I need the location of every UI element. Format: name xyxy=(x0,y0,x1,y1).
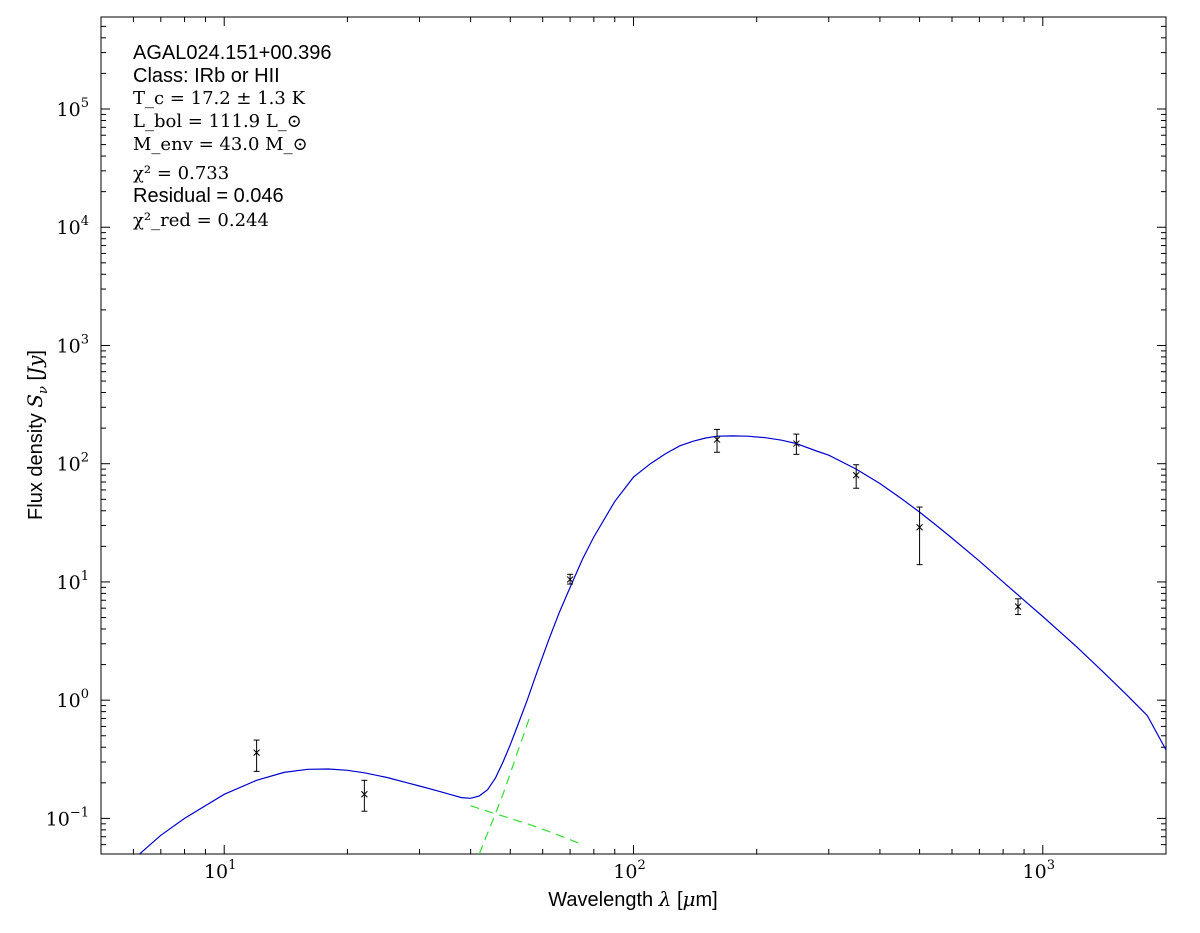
point-marker xyxy=(793,440,800,447)
annotation-residual: Residual = 0.046 xyxy=(133,185,284,207)
point-marker xyxy=(852,471,860,479)
y-tick-label: 104 xyxy=(57,214,89,239)
data-point xyxy=(793,433,800,455)
point-marker xyxy=(916,523,923,531)
x-tick-label: 101 xyxy=(204,858,236,883)
cold-component-line xyxy=(478,714,531,854)
data-point xyxy=(713,428,721,453)
annotation-block: AGAL024.151+00.396 Class: IRb or HII T_c… xyxy=(133,42,332,231)
y-tick-label: 102 xyxy=(57,451,89,476)
y-axis-label: Flux density Sν [Jy] xyxy=(23,350,51,520)
point-marker xyxy=(361,790,368,798)
annotation-chi2: χ² = 0.733 xyxy=(133,163,229,184)
point-marker xyxy=(1014,603,1022,610)
y-tick-label: 103 xyxy=(57,332,89,357)
data-point xyxy=(1014,598,1022,616)
annotation-class: Class: IRb or HII xyxy=(133,65,280,87)
data-point xyxy=(916,506,923,566)
annotation-tc: T_c = 17.2 ± 1.3 K xyxy=(133,88,306,109)
x-tick-label: 102 xyxy=(613,858,645,883)
data-points-layer xyxy=(253,428,1022,812)
point-marker xyxy=(253,749,260,756)
y-tick-label: 101 xyxy=(57,569,89,594)
warm-component-line xyxy=(470,805,583,846)
series-layer xyxy=(138,435,1166,854)
annotation-source: AGAL024.151+00.396 xyxy=(133,42,332,64)
x-axis-label: Wavelength λ [μm] xyxy=(548,887,717,911)
data-point xyxy=(852,464,860,489)
data-point xyxy=(361,779,368,812)
annotation-chi2red: χ²_red = 0.244 xyxy=(133,210,269,231)
axis-tick-labels: 101 102 103 10−1 100 101 102 103 104 105 xyxy=(46,96,1055,883)
point-marker xyxy=(566,576,574,583)
y-tick-label: 10−1 xyxy=(46,805,89,830)
annotation-lbol: L_bol = 111.9 L_⊙ xyxy=(133,111,302,132)
point-marker xyxy=(713,436,721,443)
data-point xyxy=(253,739,260,772)
x-tick-label: 103 xyxy=(1023,858,1055,883)
total-fit-line xyxy=(138,435,1166,854)
annotation-menv: M_env = 43.0 M_⊙ xyxy=(133,134,308,155)
axis-ticks xyxy=(100,16,1167,855)
y-tick-label: 105 xyxy=(57,96,89,121)
data-point xyxy=(566,573,574,585)
y-tick-label: 100 xyxy=(57,687,89,712)
